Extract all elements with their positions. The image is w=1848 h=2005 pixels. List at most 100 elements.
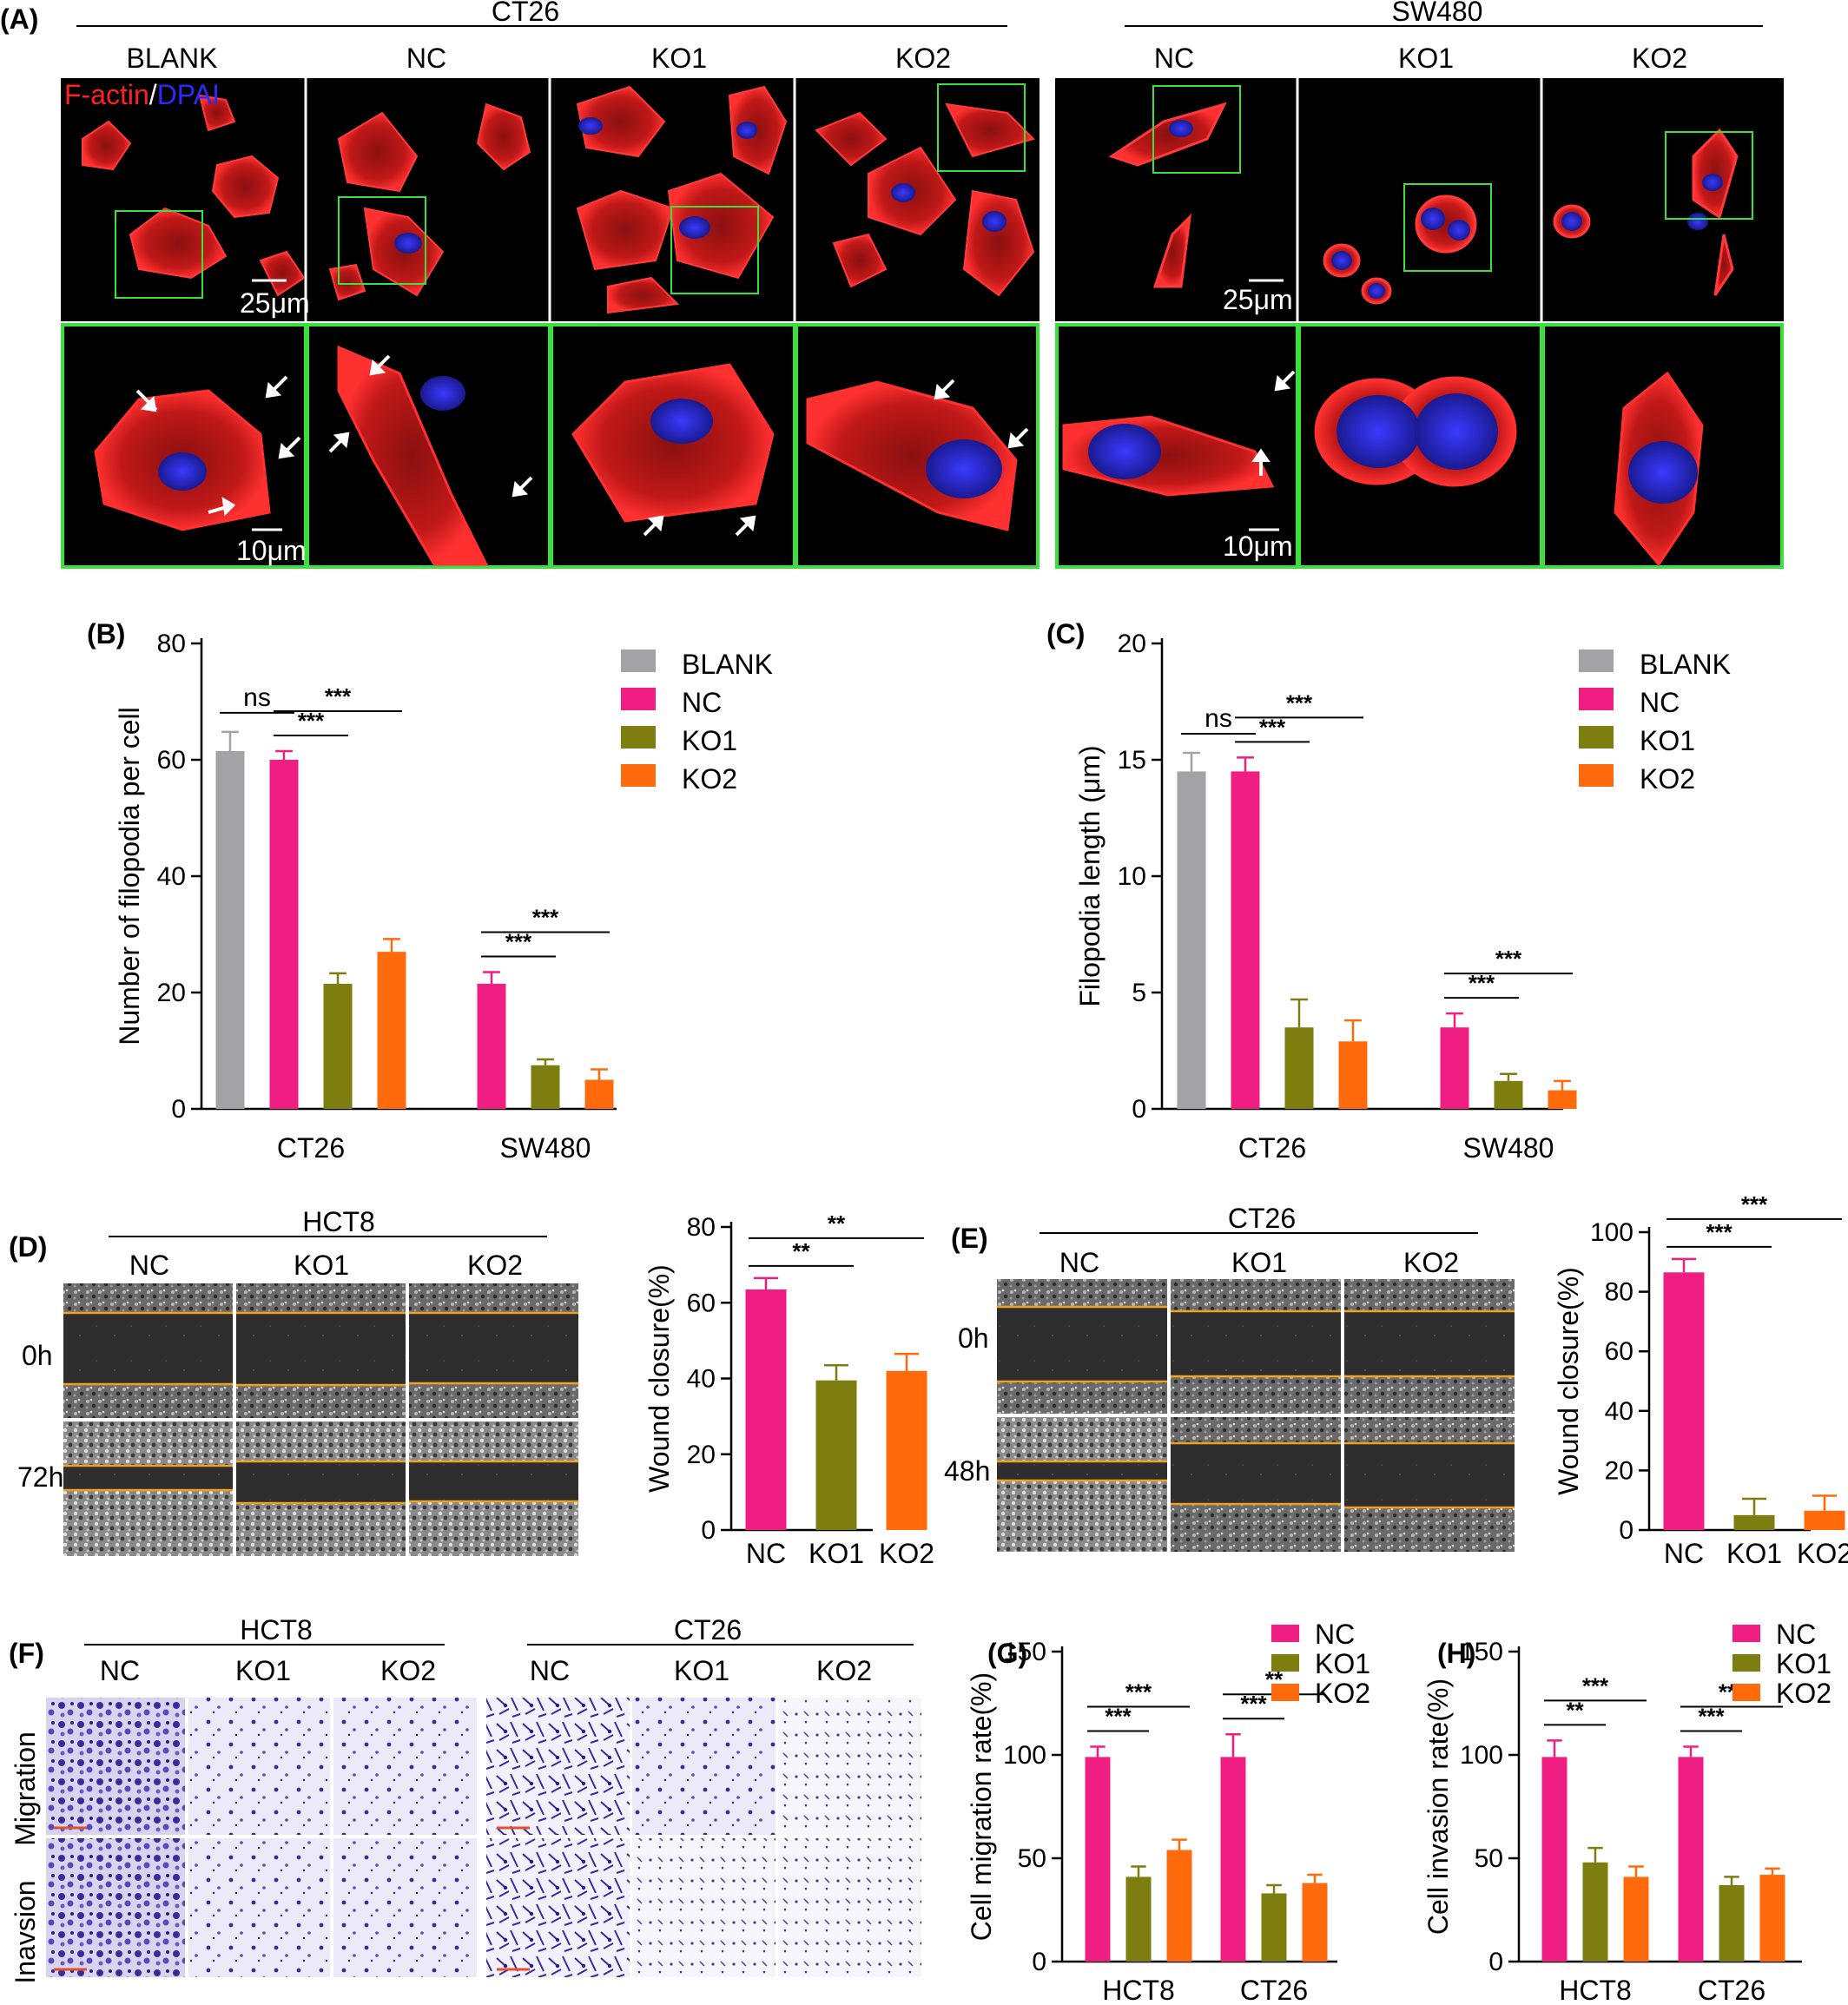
panel-e-images: (E) CT26 NC KO1 KO2 0h 48h [944,1203,1515,1552]
x-category-label: KO2 [879,1538,934,1569]
bar-ct26-nc [1231,771,1260,1109]
bar-ct26-ko2 [1338,1041,1368,1109]
legend-swatch-ko2 [1271,1684,1299,1701]
y-tick-label: 20 [157,979,186,1007]
micrograph-bottom-row: 10μm 10μm [61,323,1784,569]
legend-swatch-ko1 [1271,1654,1299,1672]
col-label-ko1-sw480: KO1 [1398,43,1454,74]
y-tick-label: 100 [1460,1741,1503,1770]
panel-d-col-ko1: KO1 [294,1250,349,1281]
bar-ct26-nc [269,760,299,1109]
panel-h-letter: (H) [1437,1638,1475,1669]
bar-hct8-nc [1085,1757,1111,1962]
panel-e-row-0h: 0h [958,1322,989,1354]
charts: (B) 0 20 40 60 80 Number of filopodia per cell… [87,618,1848,2005]
x-category-label: SW480 [500,1132,591,1164]
panel-g-letter: (G) [987,1638,1027,1669]
bar-sw480-ko1 [1494,1080,1523,1109]
y-tick-label: 60 [687,1289,716,1317]
legend-label-blank: BLANK [682,649,773,680]
legend-label-nc: NC [682,687,722,718]
bar-hct8-ko1 [1125,1876,1152,1962]
panel-e-group: CT26 [1228,1203,1296,1234]
x-category-label: KO1 [808,1538,864,1569]
legend-label-nc: NC [1315,1619,1355,1650]
legend-label-ko2: KO2 [1315,1678,1370,1709]
x-category-label: HCT8 [1102,1975,1175,2005]
panel-e-col-ko2: KO2 [1403,1247,1459,1278]
significance-label: *** [1741,1191,1768,1217]
y-axis-title: Cell migration rate(%) [966,1672,997,1941]
y-tick-label: 0 [701,1516,716,1545]
y-tick-label: 150 [1003,1638,1046,1666]
bar-ct26-blank [215,750,245,1109]
y-tick-label: 60 [157,746,186,775]
panel-f-group-ct26: CT26 [674,1614,742,1646]
panel-f-row-invasion: Inavsion [10,1880,41,1983]
y-tick-label: 0 [1619,1516,1634,1545]
panel-e-col-ko1: KO1 [1231,1247,1287,1278]
legend-swatch-ko2 [1732,1684,1760,1701]
x-category-label: CT26 [1240,1975,1308,2005]
bar-ko2 [1804,1510,1845,1530]
wound-images-ct26 [997,1279,1515,1552]
panel-f-col-ko1: KO1 [235,1655,291,1686]
bar-ko1 [1733,1514,1775,1530]
y-tick-label: 20 [1605,1456,1634,1485]
y-axis-title: Filopodia length (μm) [1074,745,1106,1006]
x-category-label: NC [1664,1538,1704,1569]
legend-swatch-ko1 [1732,1654,1760,1672]
significance-label: *** [1582,1672,1609,1698]
wound-images-hct8 [63,1283,578,1556]
scale-bar-25um-sw480: 25μm [1223,284,1293,315]
legend-label-ko1: KO1 [1776,1648,1832,1679]
legend-swatch-ko1 [621,726,656,749]
filopodia-arrows [135,354,1296,537]
col-label-ko2: KO2 [895,43,951,74]
y-tick-label: 50 [1475,1844,1503,1873]
zoom-boxes [115,83,1753,299]
y-tick-label: 20 [687,1441,716,1469]
legend-swatch-nc [621,688,656,710]
panel-f-col-nc-ct26: NC [530,1655,570,1686]
legend-label-ko1: KO1 [1640,725,1695,756]
panel-f-images: (F) HCT8 CT26 NC KO1 KO2 NC KO1 KO2 Migr… [9,1614,921,1984]
bar-ct26-ko1 [323,983,353,1109]
bar-ct26-ko1 [1719,1884,1745,1962]
chart-d: 0 20 40 60 80 Wound closure(%) NC KO1 KO2 ** ** [644,1210,934,1569]
significance-label: *** [325,683,352,709]
panel-d-images: (D) HCT8 NC KO1 KO2 0h 72h [9,1206,578,1556]
panel-d-col-ko2: KO2 [467,1250,523,1281]
y-tick-label: 150 [1460,1638,1503,1666]
legend-label-ko2: KO2 [1640,763,1695,795]
y-axis-title: Wound closure(%) [644,1264,675,1493]
group-label-ct26: CT26 [492,0,559,27]
legend-label-blank: BLANK [1640,649,1731,680]
panel-d-row-0h: 0h [22,1340,53,1371]
significance-label: ** [1566,1697,1584,1723]
bar-sw480-nc [477,983,506,1109]
panel-d-group: HCT8 [302,1206,375,1237]
col-label-ko2-sw480: KO2 [1632,43,1687,74]
y-tick-label: 10 [1118,862,1146,891]
bar-ko2 [886,1370,927,1530]
legend-swatch-blank [1579,650,1614,672]
panel-f-group-hct8: HCT8 [240,1614,313,1646]
panel-f-col-ko1-ct26: KO1 [674,1655,729,1686]
panel-c-letter: (C) [1046,618,1085,650]
scale-bar-10um-ct26: 10μm [236,535,307,566]
y-tick-label: 80 [1605,1278,1634,1307]
significance-label: ns [1204,704,1232,733]
col-label-nc: NC [406,43,446,74]
legend-label-nc: NC [1776,1619,1816,1650]
y-tick-label: 0 [1032,1948,1046,1976]
significance-label: *** [1495,946,1522,972]
x-category-label: KO2 [1797,1538,1848,1569]
legend-swatch-nc [1732,1625,1760,1642]
panel-d-row-72h: 72h [17,1461,63,1493]
bar-ct26-ko1 [1261,1893,1287,1962]
panel-a-letter: (A) [0,3,38,35]
